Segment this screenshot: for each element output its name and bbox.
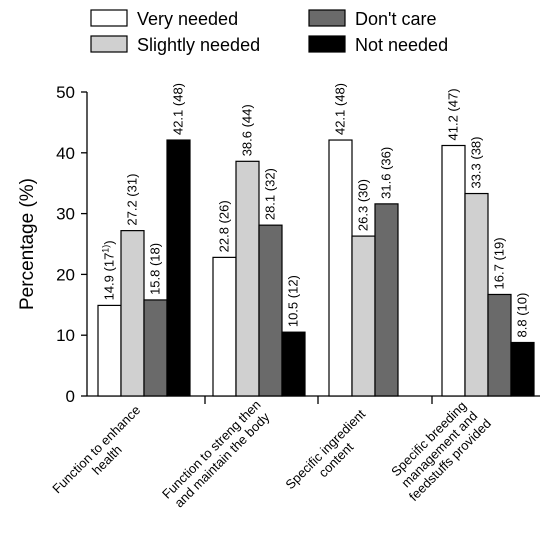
bar [235, 160, 260, 397]
y-tick-label: 0 [66, 387, 75, 406]
legend-label: Slightly needed [137, 35, 260, 55]
y-axis-title: Percentage (%) [17, 178, 38, 310]
bar [143, 299, 168, 397]
legend-swatch [90, 35, 128, 53]
bar [212, 256, 237, 397]
x-category-label: Function to streng thenand maintain the … [159, 397, 274, 512]
bars-area: 14.9 (171)) 27.2 (31) 15.8 (18) 42.1 (48) 22… [97, 83, 535, 397]
data-label: 42.1 (48) [333, 83, 348, 135]
x-category-label: Specific ingredientcontent [282, 406, 379, 503]
bar [351, 235, 376, 397]
data-label: 26.3 (30) [356, 179, 371, 231]
chart-legend: Very needed Slightly needed Don't care Not … [90, 9, 448, 55]
legend-swatch [308, 9, 346, 27]
data-label: 16.7 (19) [492, 237, 507, 289]
data-label: 22.8 (26) [217, 200, 232, 252]
bar [120, 230, 145, 397]
legend-label: Very needed [137, 9, 238, 29]
bar [281, 331, 306, 397]
bar [441, 144, 466, 397]
y-tick-label: 10 [56, 326, 75, 345]
data-label: 10.5 (12) [286, 275, 301, 327]
x-category-label: Function to enhancehealth [49, 402, 154, 507]
data-label: 33.3 (38) [469, 136, 484, 188]
legend-label: Not needed [355, 35, 448, 55]
data-label: 41.2 (47) [446, 88, 461, 140]
bar [374, 203, 399, 397]
footnote-marker: 1) [101, 245, 111, 253]
x-axis-categories: Function to enhancehealth Function to str… [49, 395, 494, 512]
bar [328, 139, 353, 397]
data-label: 38.6 (44) [240, 104, 255, 156]
data-label: 8.8 (10) [515, 293, 530, 338]
y-tick-label: 40 [56, 144, 75, 163]
y-tick-label: 20 [56, 265, 75, 284]
data-label: 28.1 (32) [263, 168, 278, 220]
data-label: 27.2 (31) [125, 174, 140, 226]
bar [464, 192, 489, 397]
x-category-label-line: Function to streng then [159, 397, 264, 502]
data-label: 42.1 (48) [171, 83, 186, 135]
x-category-label-line: and maintain the body [171, 409, 272, 510]
bar [258, 224, 283, 397]
x-category-label: Specific breedingmanagement andfeedstuff… [385, 395, 494, 504]
x-category-label-line: Function to enhance [49, 402, 143, 496]
legend-swatch [90, 9, 128, 27]
y-tick-label: 30 [56, 205, 75, 224]
legend-swatch [308, 35, 346, 53]
bar [97, 304, 122, 397]
legend-label: Don't care [355, 9, 436, 29]
footnote-close: ) [102, 240, 117, 244]
bar [487, 293, 512, 397]
data-label: 15.8 (18) [148, 243, 163, 295]
bar [166, 139, 191, 397]
data-label: 31.6 (36) [379, 147, 394, 199]
y-tick-label: 50 [56, 83, 75, 102]
bar [510, 341, 535, 397]
data-label: 14.9 (171)) [101, 240, 117, 300]
